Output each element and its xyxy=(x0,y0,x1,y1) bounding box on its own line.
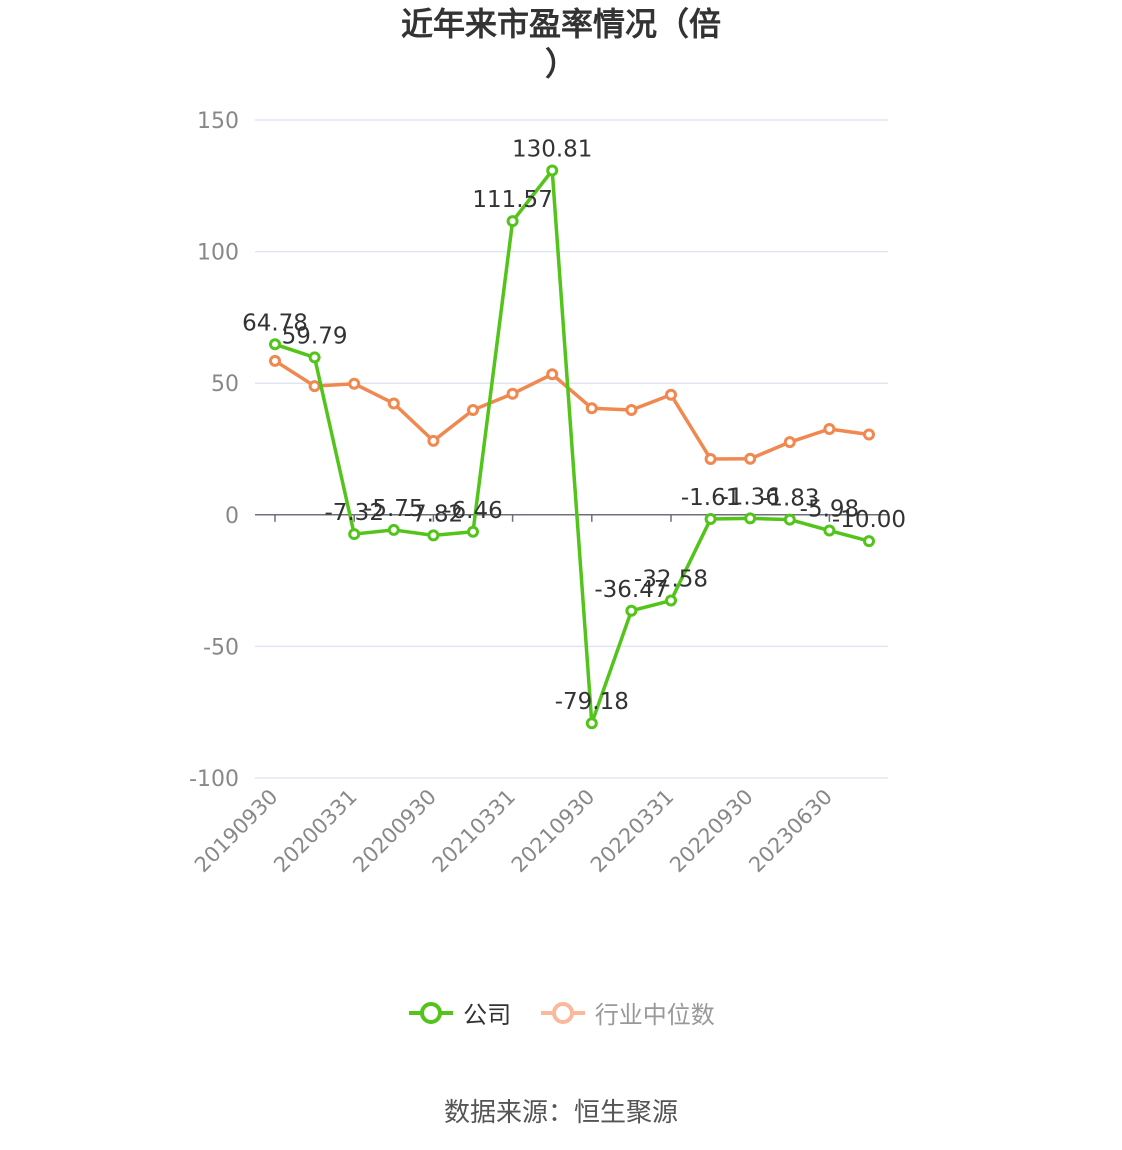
legend-company-line-icon xyxy=(409,1001,454,1024)
industry-data-point xyxy=(704,453,717,466)
industry-data-point xyxy=(467,404,479,417)
y-tick-label: 50 xyxy=(211,372,239,397)
company-data-label: 59.79 xyxy=(282,323,348,349)
chart-title-line-1: 近年来市盈率情况（倍 xyxy=(400,5,721,43)
legend-item-industry[interactable]: 行业中位数 xyxy=(539,995,715,1030)
y-tick-label: -100 xyxy=(189,767,239,792)
x-tick-label: 20200930 xyxy=(348,785,441,878)
company-data-label: -32.58 xyxy=(634,567,708,593)
company-data-label: -79.18 xyxy=(555,689,629,715)
legend-item-company[interactable]: 公司 xyxy=(407,995,511,1030)
x-tick-label: 20220930 xyxy=(665,785,758,878)
industry-data-point xyxy=(308,380,321,393)
company-data-label: -5.98 xyxy=(800,497,860,523)
company-data-label: -7.82 xyxy=(404,501,464,527)
chart-title: 近年来市盈率情况（倍 ） xyxy=(0,4,1122,84)
industry-data-point xyxy=(427,434,440,447)
company-data-point xyxy=(863,535,875,548)
company-data-point xyxy=(585,717,598,730)
company-data-point xyxy=(704,513,717,526)
company-data-point xyxy=(348,528,361,541)
company-data-label: 111.57 xyxy=(472,187,552,213)
industry-data-point xyxy=(625,404,638,417)
company-data-point xyxy=(546,164,559,177)
company-series-line xyxy=(274,168,870,725)
y-tick-label: 100 xyxy=(197,241,239,266)
x-tick-label: 20190930 xyxy=(190,785,283,878)
industry-series-line xyxy=(274,359,870,461)
company-data-label: -7.32 xyxy=(324,500,384,526)
company-data-label: -6.46 xyxy=(443,498,503,524)
x-tick-label: 20210930 xyxy=(507,785,600,878)
industry-data-point xyxy=(506,387,519,400)
industry-data-point xyxy=(744,452,757,465)
company-data-point xyxy=(467,525,479,538)
y-tick-label: 0 xyxy=(225,504,239,529)
company-data-point xyxy=(427,529,440,542)
company-data-label: -1.83 xyxy=(760,486,820,512)
company-data-label: -1.36 xyxy=(720,484,780,510)
company-data-point xyxy=(308,351,321,364)
company-data-label: 64.78 xyxy=(242,310,308,336)
company-data-label: -5.75 xyxy=(364,496,424,522)
x-tick-label: 20220331 xyxy=(586,785,679,878)
y-tick-label: -50 xyxy=(203,635,239,660)
company-data-point xyxy=(387,523,400,536)
chart-legend: 公司 行业中位数 xyxy=(0,995,1122,1031)
industry-data-point xyxy=(823,422,836,435)
company-data-label: -10.00 xyxy=(832,507,906,533)
company-data-label: -36.47 xyxy=(594,577,668,603)
chart-title-line-2: ） xyxy=(544,45,577,83)
company-data-label: -1.61 xyxy=(681,485,741,511)
company-data-point xyxy=(823,524,836,537)
industry-data-point xyxy=(348,377,361,390)
y-tick-label: 150 xyxy=(197,109,239,134)
industry-data-point xyxy=(665,388,677,401)
legend-industry-label: 行业中位数 xyxy=(594,1001,715,1029)
industry-data-point xyxy=(783,436,796,449)
company-data-point xyxy=(506,215,519,228)
industry-data-point xyxy=(863,428,875,441)
legend-industry-line-icon xyxy=(540,1001,585,1024)
company-data-point xyxy=(625,604,638,617)
industry-data-point xyxy=(585,402,598,415)
x-tick-label: 20210331 xyxy=(428,785,521,878)
data-source-note: 数据来源：恒生聚源 xyxy=(443,1098,678,1128)
company-data-label: 130.81 xyxy=(512,137,592,163)
legend-company-label: 公司 xyxy=(463,1001,512,1029)
x-tick-label: 20230630 xyxy=(744,785,837,878)
x-tick-label: 20200331 xyxy=(269,785,362,878)
industry-data-point xyxy=(387,397,400,410)
company-data-point xyxy=(744,512,757,525)
company-data-point xyxy=(269,338,281,351)
pe-ratio-line-chart: 150 100 50 0 -50 -100201909302020033120200930… xyxy=(189,109,906,878)
industry-data-point xyxy=(546,368,559,381)
industry-data-point xyxy=(269,354,281,367)
company-data-point xyxy=(665,594,677,607)
company-data-point xyxy=(783,513,796,526)
